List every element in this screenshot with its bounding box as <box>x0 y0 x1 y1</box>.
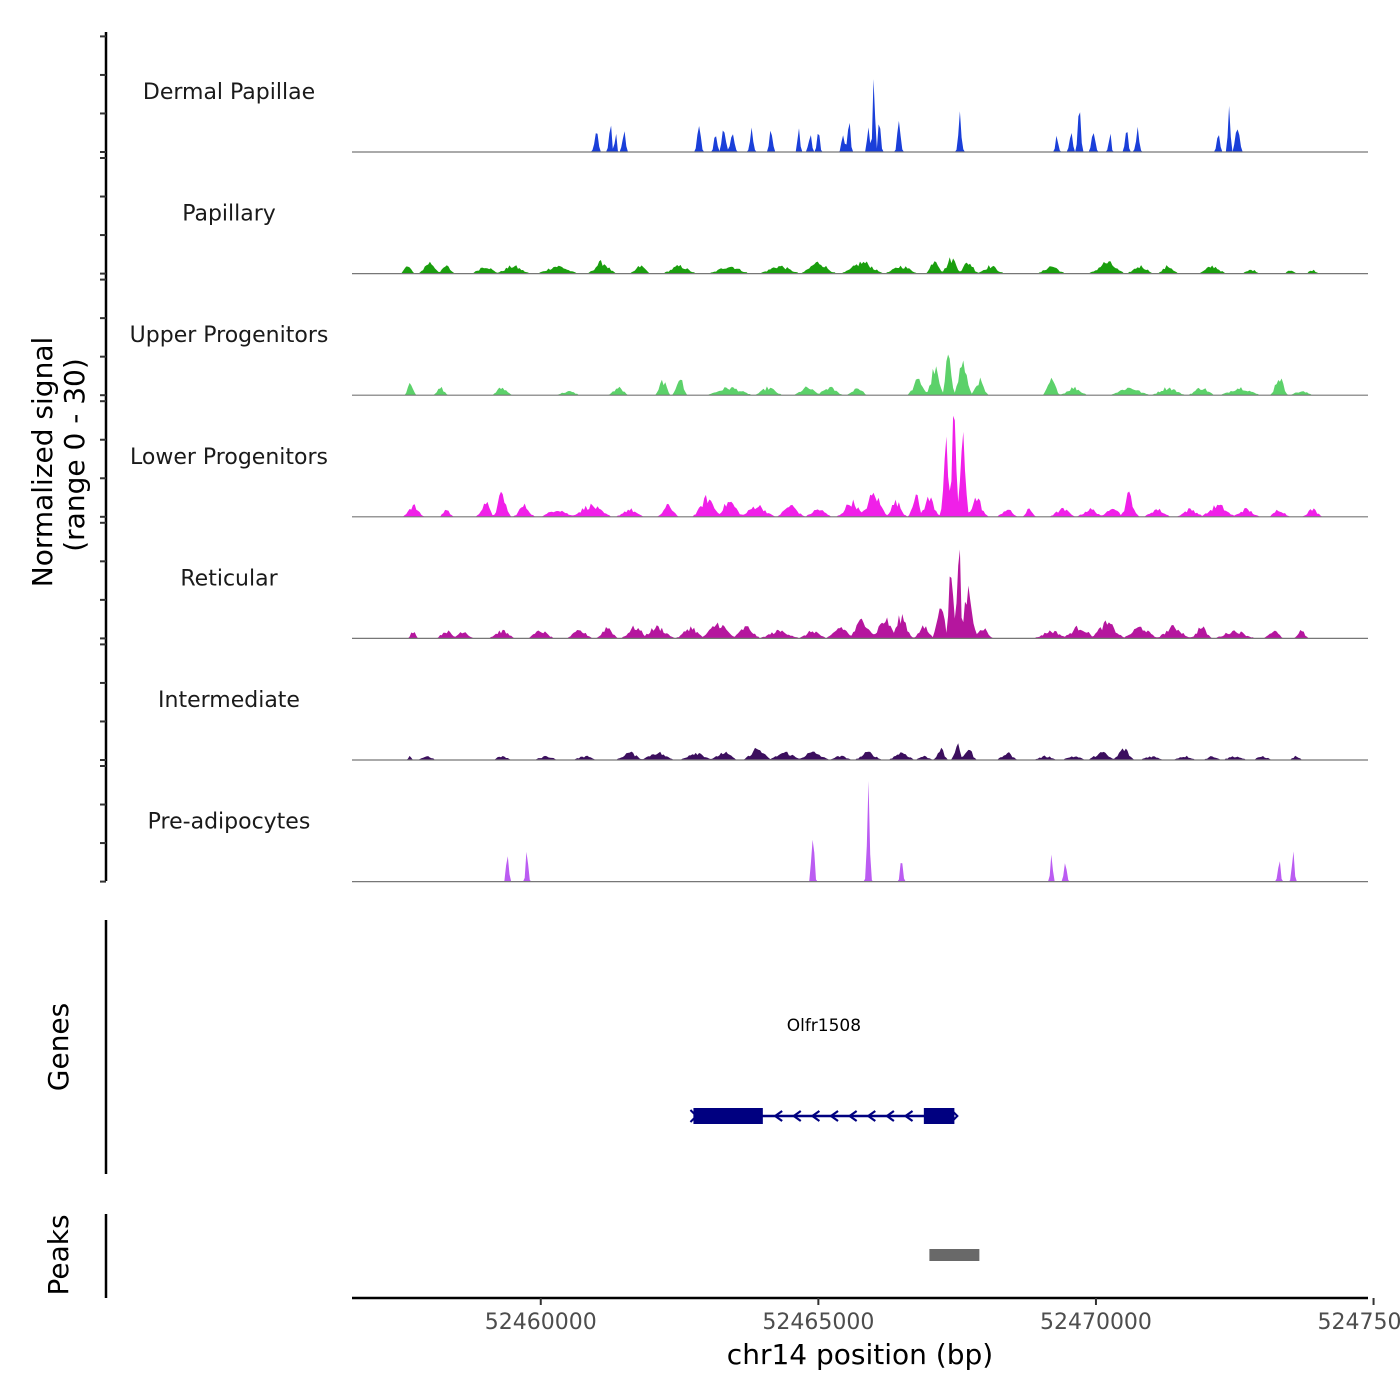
x-tick-label: 52475000 <box>1318 1310 1400 1335</box>
gene-end-cap <box>950 1109 959 1123</box>
track-label-dermal-papillae: Dermal Papillae <box>143 80 315 105</box>
coverage-y-axis <box>100 32 108 883</box>
gene-exon <box>693 1108 763 1124</box>
peak-regions <box>929 1249 980 1261</box>
gene-label: Olfr1508 <box>787 1016 861 1036</box>
signal-area-pre-adipocytes <box>352 780 1368 882</box>
track-label-pre-adipocytes: Pre-adipocytes <box>148 810 311 835</box>
track-upper-progenitors: Upper Progenitors <box>130 323 1368 396</box>
track-dermal-papillae: Dermal Papillae <box>143 79 1368 153</box>
track-reticular: Reticular <box>180 549 1368 640</box>
peaks-panel: Peaks <box>42 1214 980 1298</box>
signal-area-lower-progenitors <box>352 415 1368 517</box>
x-axis: 52460000 52465000 52470000 52475000 chr14 p… <box>352 1296 1400 1371</box>
x-tick-label: 52460000 <box>485 1310 597 1335</box>
peaks-axis-title: Peaks <box>42 1214 75 1295</box>
track-papillary: Papillary <box>182 202 1368 275</box>
x-axis-title: chr14 position (bp) <box>727 1338 993 1371</box>
track-label-upper-progenitors: Upper Progenitors <box>130 323 329 348</box>
genes-axis-title: Genes <box>42 1003 75 1091</box>
track-label-reticular: Reticular <box>180 566 278 591</box>
strand-arrow <box>885 1110 895 1122</box>
y-axis-title: Normalized signal (range 0 - 30) <box>26 337 91 588</box>
strand-arrow <box>810 1110 821 1122</box>
track-label-lower-progenitors: Lower Progenitors <box>130 445 328 470</box>
x-axis-ticks: 52460000 52465000 52470000 52475000 <box>485 1298 1400 1335</box>
strand-arrow <box>866 1110 876 1122</box>
track-lower-progenitors: Lower Progenitors <box>130 415 1368 518</box>
strand-arrow <box>829 1110 839 1122</box>
y-axis-title-line2: (range 0 - 30) <box>58 358 91 552</box>
track-intermediate: Intermediate <box>158 688 1368 761</box>
genes-panel: Genes Olfr1508 <box>42 920 959 1174</box>
signal-area-intermediate <box>352 743 1368 760</box>
gene-model <box>689 1108 959 1124</box>
signal-area-papillary <box>352 257 1368 274</box>
track-label-papillary: Papillary <box>182 202 276 227</box>
x-tick-label: 52470000 <box>1040 1310 1152 1335</box>
gene-end-cap <box>689 1109 698 1123</box>
signal-area-dermal-papillae <box>352 79 1368 152</box>
peak-region <box>929 1249 980 1261</box>
x-tick-label: 52465000 <box>762 1310 874 1335</box>
signal-area-reticular <box>352 549 1368 639</box>
coverage-tracks: Dermal Papillae Papillary Upper Progenitor… <box>130 79 1368 883</box>
strand-arrow <box>847 1110 858 1122</box>
strand-arrow <box>791 1110 802 1122</box>
gene-exon <box>923 1108 955 1124</box>
strand-arrow <box>773 1110 783 1122</box>
signal-area-upper-progenitors <box>352 354 1368 396</box>
coverage-axis-ticks <box>100 35 106 883</box>
y-axis-title-line1: Normalized signal <box>26 337 59 588</box>
track-label-intermediate: Intermediate <box>158 688 300 713</box>
strand-arrow <box>903 1110 914 1122</box>
track-pre-adipocytes: Pre-adipocytes <box>148 780 1368 883</box>
